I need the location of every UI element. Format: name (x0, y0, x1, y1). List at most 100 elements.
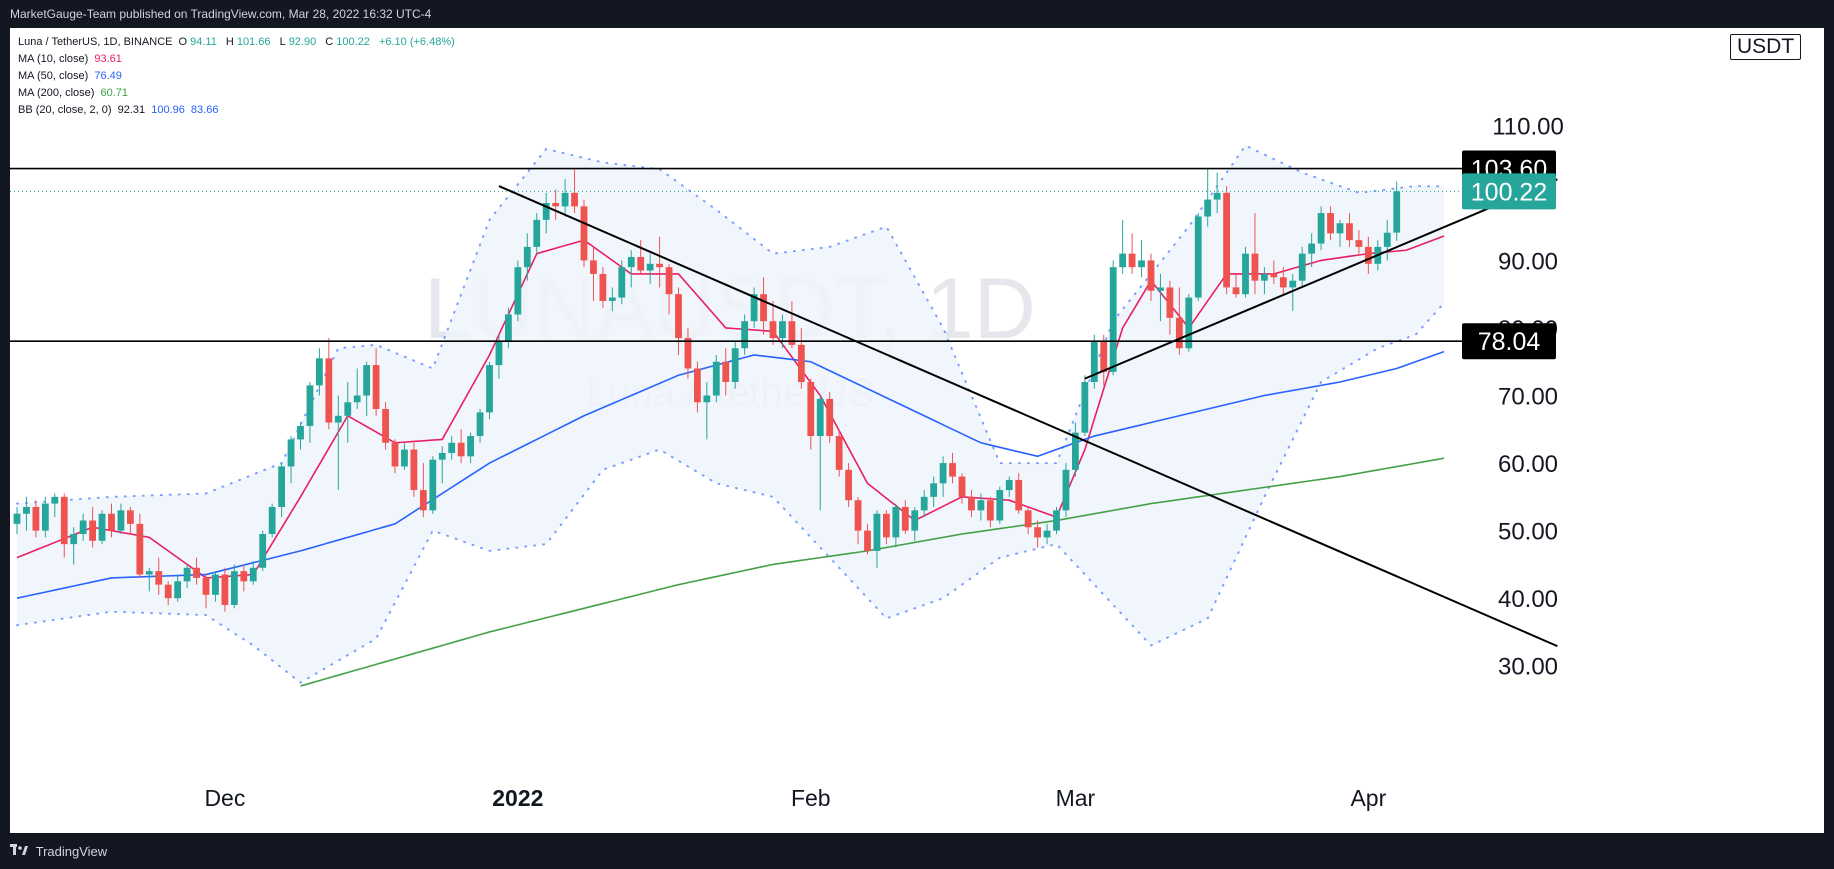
candle (571, 168, 578, 214)
candle-body (249, 567, 257, 582)
legend-ma200-row[interactable]: MA (200, close) 60.71 (18, 85, 458, 102)
candle (788, 300, 796, 349)
candle (1175, 287, 1183, 355)
legend-bb-row[interactable]: BB (20, close, 2, 0) 92.31 100.96 83.66 (18, 102, 458, 119)
candle (306, 382, 314, 443)
candle-body (675, 294, 682, 339)
legend-high-label: H (225, 36, 234, 48)
candle (835, 429, 843, 477)
candle (580, 199, 588, 268)
footer-bar: TradingView (0, 833, 1834, 868)
chart-frame[interactable]: Luna / TetherUS, 1D, BINANCE O 94.11 H 101… (10, 28, 1824, 833)
candle-body (476, 412, 484, 437)
candle-body (797, 344, 805, 382)
candle-body (741, 321, 749, 349)
x-tick-label: Mar (1056, 785, 1096, 811)
candle-body (240, 571, 248, 582)
candle-body (1109, 267, 1117, 372)
candle (79, 513, 87, 541)
candle-body (1204, 199, 1212, 217)
price-chart[interactable]: LUNAUSDT, 1DLuna / TetherUS 30.0040.0050… (10, 28, 1824, 833)
candle (656, 236, 663, 288)
ma50-line (16, 350, 1445, 599)
candle-body (117, 510, 125, 531)
candle (750, 287, 758, 328)
candle-body (608, 297, 616, 301)
candle (1393, 181, 1401, 241)
y-tick-label: 60.00 (1498, 451, 1558, 478)
candle (344, 382, 352, 443)
candle-body (230, 571, 238, 605)
candle (1346, 213, 1353, 247)
candle (164, 581, 172, 605)
candle-body (996, 490, 1004, 521)
legend-ma10-row[interactable]: MA (10, close) 93.61 (18, 51, 458, 68)
legend-close-value: 100.22 (336, 36, 370, 48)
legend-bb-label: BB (20, close, 2, 0) (18, 104, 112, 116)
candle-body (1308, 243, 1316, 254)
candle (1185, 294, 1193, 352)
candle-body (457, 442, 465, 457)
candle-body (694, 368, 701, 403)
candle-body (363, 365, 371, 396)
price-label-text: 100.22 (1471, 178, 1547, 206)
candle (193, 557, 200, 585)
candle (949, 452, 956, 484)
tradingview-logo-icon[interactable] (10, 834, 28, 869)
candle-body (703, 395, 711, 403)
candle (1053, 506, 1060, 534)
candle (807, 378, 815, 450)
candle-body (410, 449, 418, 491)
candle (1081, 375, 1089, 437)
candle (1223, 186, 1230, 295)
candle-body (712, 361, 720, 396)
candle (1138, 240, 1145, 278)
candle-body (495, 341, 503, 366)
candle-body (1383, 232, 1391, 247)
publisher-text: MarketGauge-Team published on TradingVie… (10, 7, 432, 21)
candle (268, 503, 276, 538)
currency-selector[interactable]: USDT (1730, 34, 1802, 60)
legend-ma50-row[interactable]: MA (50, close) 76.49 (18, 68, 458, 85)
candle-body (1251, 253, 1259, 281)
candle-body (854, 500, 862, 531)
candle-body (1279, 277, 1287, 288)
ma200-line (300, 457, 1445, 687)
candle (958, 473, 966, 504)
candle-body (60, 496, 68, 545)
candle-body (297, 425, 304, 440)
y-tick-label: 40.00 (1498, 586, 1558, 613)
candle (316, 348, 323, 396)
candle-body (429, 459, 437, 511)
candle (608, 287, 616, 312)
candle-body (883, 513, 890, 538)
footer-brand[interactable]: TradingView (35, 844, 108, 860)
candle (930, 476, 938, 507)
candle-body (864, 530, 871, 551)
candle (854, 496, 862, 545)
y-tick-label: 90.00 (1498, 248, 1558, 275)
candle (712, 354, 720, 403)
candle-body (722, 361, 730, 382)
candle-body (1317, 213, 1325, 244)
candle-body (533, 219, 541, 247)
candle-body (949, 463, 956, 477)
candle-body (41, 503, 49, 531)
candle-body (1213, 192, 1221, 200)
candle (1355, 230, 1363, 254)
candle-body (202, 577, 210, 595)
candle (627, 250, 635, 288)
candle (51, 493, 59, 518)
candle (864, 523, 871, 555)
candle-body (986, 500, 994, 521)
candle-body (835, 436, 843, 470)
candle-body (32, 506, 40, 531)
candle (353, 368, 361, 410)
candle-body (1100, 341, 1108, 372)
candle-body (552, 202, 560, 207)
price-label-box (1462, 173, 1556, 210)
y-tick-label: 110.00 (1492, 113, 1564, 140)
candle (1298, 246, 1306, 288)
candle-body (590, 260, 597, 274)
candle-body (760, 294, 767, 322)
